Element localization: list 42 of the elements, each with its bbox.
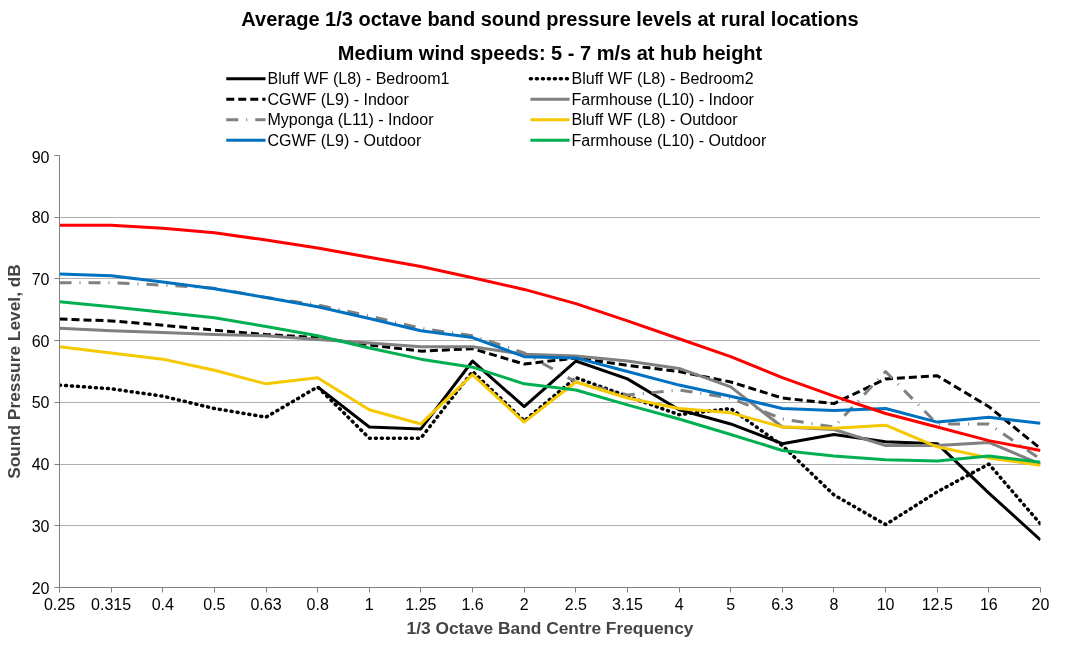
y-tick-label: 90 [31, 148, 50, 166]
legend-label: Bluff WF (L8) - Bedroom2 [571, 70, 754, 88]
x-tick-label: 1.6 [461, 595, 484, 613]
x-tick-label: 20 [1031, 595, 1050, 613]
chart-subtitle: Medium wind speeds: 5 - 7 m/s at hub height [337, 41, 763, 64]
y-tick-label: 80 [31, 209, 50, 227]
legend-label: Farmhouse (L10) - Indoor [571, 90, 755, 108]
x-tick-label: 0.315 [91, 595, 132, 613]
x-tick-label: 2 [519, 595, 529, 613]
x-tick-label: 1.25 [405, 595, 437, 613]
line-series [59, 223, 1041, 452]
legend-label: Bluff WF (L8) - Bedroom1 [267, 70, 450, 88]
y-tick-label: 20 [31, 579, 50, 597]
x-tick-label: 6.3 [771, 595, 794, 613]
x-tick-label: 8 [829, 595, 839, 613]
x-tick-label: 3.15 [611, 595, 644, 613]
y-tick-label: 70 [31, 270, 50, 288]
x-tick-label: 0.63 [250, 595, 282, 613]
line-series [59, 272, 1041, 425]
legend-label: CGWF (L9) - Outdoor [267, 131, 422, 149]
x-tick-label: 5 [726, 595, 736, 613]
x-tick-label: 10 [876, 595, 895, 613]
x-tick-label: 1 [364, 595, 374, 613]
legend-label: Myponga (L11) - Indoor [267, 111, 435, 129]
x-tick-label: 12.5 [921, 595, 953, 613]
legend-label: CGWF (L9) - Indoor [267, 90, 410, 108]
legend-label: Bluff WF (L8) - Outdoor [571, 111, 739, 129]
legend-label: Farmhouse (L10) - Outdoor [571, 131, 767, 149]
x-tick-label: 2.5 [564, 595, 588, 613]
y-axis-title: Sound Pressure Level, dB [3, 264, 24, 479]
x-tick-label: 0.4 [151, 595, 174, 613]
chart-title: Average 1/3 octave band sound pressure levels at rural locations [241, 7, 859, 30]
x-tick-label: 4 [674, 595, 684, 613]
x-tick-label: 16 [979, 595, 998, 613]
x-tick-label: 0.5 [203, 595, 226, 613]
x-tick-label: 0.25 [43, 595, 76, 613]
x-tick-label: 0.8 [306, 595, 329, 613]
y-tick-label: 60 [31, 332, 50, 350]
y-tick-label: 30 [31, 517, 50, 535]
y-tick-label: 40 [31, 456, 50, 474]
y-tick-label: 50 [31, 394, 50, 412]
x-axis-title: 1/3 Octave Band Centre Frequency [406, 617, 694, 638]
